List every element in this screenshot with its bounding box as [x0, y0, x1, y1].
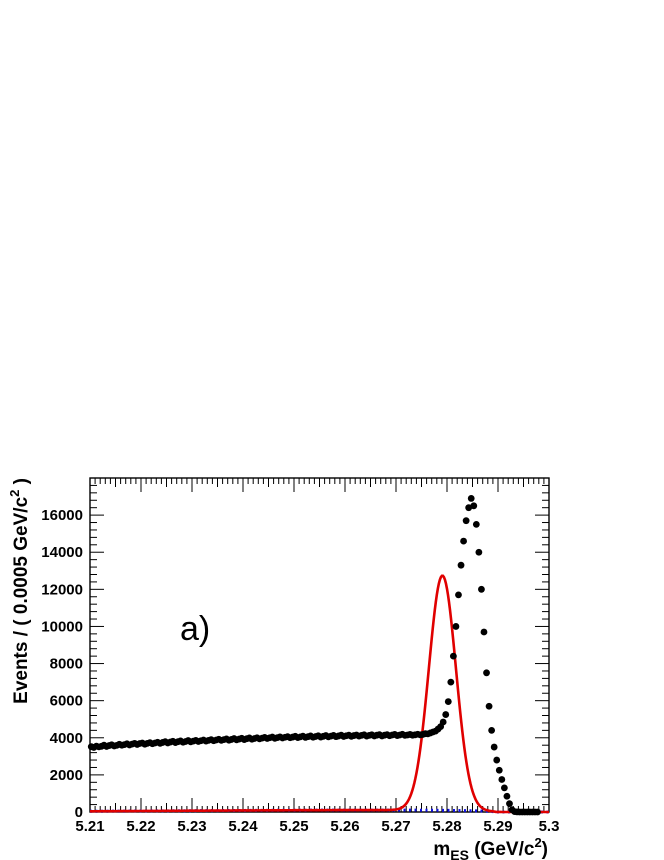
data-point	[457, 561, 465, 569]
panel-label: a)	[180, 610, 210, 648]
tick-marks	[89, 477, 550, 813]
data-point	[467, 495, 475, 502]
y-tick-label: 14000	[41, 544, 83, 561]
data-point	[490, 743, 498, 751]
y-tick-label: 10000	[41, 618, 83, 635]
y-axis-title: Events / ( 0.0005 GeV/c2 )	[7, 478, 32, 704]
data-point	[460, 537, 467, 545]
data-point	[470, 502, 478, 510]
data-point	[455, 591, 462, 599]
data-point	[498, 776, 506, 783]
x-tick-label: 5.26	[330, 818, 359, 835]
data-point	[472, 520, 480, 528]
x-tick-label: 5.25	[279, 818, 308, 835]
y-tick-label: 12000	[41, 581, 83, 598]
x-tick-labels: 5.21 5.22 5.23 5.24 5.25 5.26 5.27 5.28 5.29 5.3	[75, 818, 559, 835]
data-point	[465, 504, 473, 512]
data-point	[442, 711, 450, 718]
x-tick-label: 5.21	[75, 818, 104, 835]
data-point	[480, 628, 488, 636]
fit-curves	[89, 574, 549, 814]
x-axis-title-sup: 2	[534, 835, 541, 850]
y-tick-label: 4000	[50, 730, 83, 747]
data-point	[485, 702, 493, 710]
y-axis-title-sup: 2	[7, 490, 22, 497]
y-tick-label: 8000	[50, 656, 83, 673]
x-tick-label: 5.3	[539, 818, 560, 835]
y-tick-label: 2000	[50, 767, 83, 784]
data-point	[449, 652, 457, 660]
data-points	[87, 495, 541, 816]
data-point	[462, 517, 470, 525]
x-tick-label: 5.23	[177, 818, 206, 835]
x-axis-title-unit: (GeV/c	[469, 839, 535, 860]
data-point	[500, 784, 508, 792]
total-fit-curve	[89, 574, 549, 814]
data-point	[493, 756, 501, 764]
data-point	[478, 585, 485, 593]
plot-frame	[89, 477, 550, 813]
data-point	[534, 808, 541, 816]
data-point	[495, 766, 503, 774]
x-tick-label: 5.27	[381, 818, 410, 835]
y-axis-title-close: )	[11, 478, 32, 490]
x-axis-title-close: )	[542, 839, 548, 860]
x-axis-title-main: m	[433, 839, 450, 860]
x-tick-label: 5.22	[126, 818, 155, 835]
data-point	[439, 718, 447, 726]
data-point	[475, 548, 483, 556]
x-axis-title-sub: ES	[450, 847, 469, 860]
x-tick-label: 5.29	[483, 818, 512, 835]
data-point	[506, 800, 513, 808]
y-tick-label: 16000	[41, 507, 83, 524]
data-point	[444, 698, 452, 705]
data-point	[483, 669, 490, 677]
data-point	[447, 678, 455, 686]
x-tick-label: 5.24	[228, 818, 258, 835]
y-axis-title-main: Events / ( 0.0005 GeV/c	[11, 496, 32, 703]
data-point	[488, 726, 496, 734]
plot-area	[89, 477, 550, 813]
x-axis-title: mES (GeV/c2)	[433, 835, 548, 860]
y-tick-label: 6000	[50, 693, 83, 710]
y-tick-label: 0	[75, 804, 83, 821]
x-tick-label: 5.28	[432, 818, 461, 835]
data-point	[503, 792, 511, 800]
data-point	[452, 623, 460, 630]
y-tick-labels: 0 2000 4000 6000 8000 10000 12000 14000 16000	[41, 507, 83, 821]
